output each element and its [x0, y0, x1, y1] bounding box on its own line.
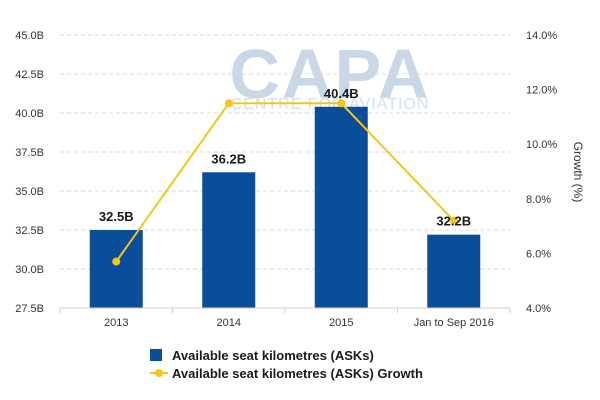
x-axis-tick-label: 2013 [104, 317, 128, 329]
left-axis-tick-label: 37.5B [15, 147, 44, 159]
left-axis-tick-label: 30.0B [15, 264, 44, 276]
chart-svg: CAPA CENTRE FOR AVIATION 27.5B 30.0B 32.5B… [15, 30, 585, 329]
legend-bar-swatch [150, 349, 162, 361]
left-axis-ticks: 27.5B 30.0B 32.5B 35.0B 37.5B 40.0B 42.5B 45.0B [15, 30, 44, 315]
bar-data-label: 36.2B [211, 151, 246, 166]
x-axis-tick-label: 2015 [329, 317, 353, 329]
growth-line [115, 102, 455, 263]
bar-series [89, 106, 481, 308]
growth-point [224, 99, 233, 108]
right-axis-tick-label: 12.0% [526, 85, 557, 97]
right-axis-tick-label: 14.0% [526, 30, 557, 42]
bar [89, 230, 143, 308]
watermark-sub-text: CENTRE FOR AVIATION [231, 96, 430, 113]
x-axis-ticks: 2013 2014 2015 Jan to Sep 2016 [59, 308, 511, 329]
left-axis-tick-label: 40.0B [15, 108, 44, 120]
x-axis-tick-label: 2014 [217, 317, 241, 329]
legend-item-growth[interactable]: Available seat kilometres (ASKs) Growth [150, 364, 423, 382]
legend-label-asks: Available seat kilometres (ASKs) [172, 347, 374, 363]
bar [202, 172, 256, 308]
left-axis-tick-label: 27.5B [15, 303, 44, 315]
legend-line-swatch [150, 367, 172, 379]
capa-watermark-logo: CAPA CENTRE FOR AVIATION [229, 35, 430, 113]
legend: Available seat kilometres (ASKs) Availab… [150, 346, 423, 382]
bar-data-label: 32.5B [99, 209, 134, 224]
right-axis-tick-label: 10.0% [526, 139, 557, 151]
left-axis-tick-label: 35.0B [15, 186, 44, 198]
right-axis-tick-label: 8.0% [526, 194, 551, 206]
x-axis-tick-label: Jan to Sep 2016 [414, 317, 494, 329]
right-axis-ticks: 4.0% 6.0% 8.0% 10.0% 12.0% 14.0% [526, 30, 557, 315]
bar [427, 234, 481, 308]
right-axis-tick-label: 6.0% [526, 248, 551, 260]
bar-data-labels: 32.5B 36.2B 40.4B 32.2B [99, 86, 471, 229]
bar-data-label: 32.2B [436, 214, 471, 229]
left-axis-tick-label: 32.5B [15, 225, 44, 237]
growth-point [112, 257, 121, 266]
bar-data-label: 40.4B [324, 86, 359, 101]
bar [314, 106, 368, 308]
left-axis-tick-label: 45.0B [15, 30, 44, 42]
growth-line-series [112, 99, 458, 266]
right-axis-tick-label: 4.0% [526, 303, 551, 315]
legend-label-growth: Available seat kilometres (ASKs) Growth [172, 365, 423, 381]
legend-item-asks[interactable]: Available seat kilometres (ASKs) [150, 346, 423, 364]
growth-point [337, 99, 346, 108]
left-axis-tick-label: 42.5B [15, 69, 44, 81]
growth-point [449, 216, 458, 225]
right-axis-title: Growth (%) [571, 142, 585, 203]
